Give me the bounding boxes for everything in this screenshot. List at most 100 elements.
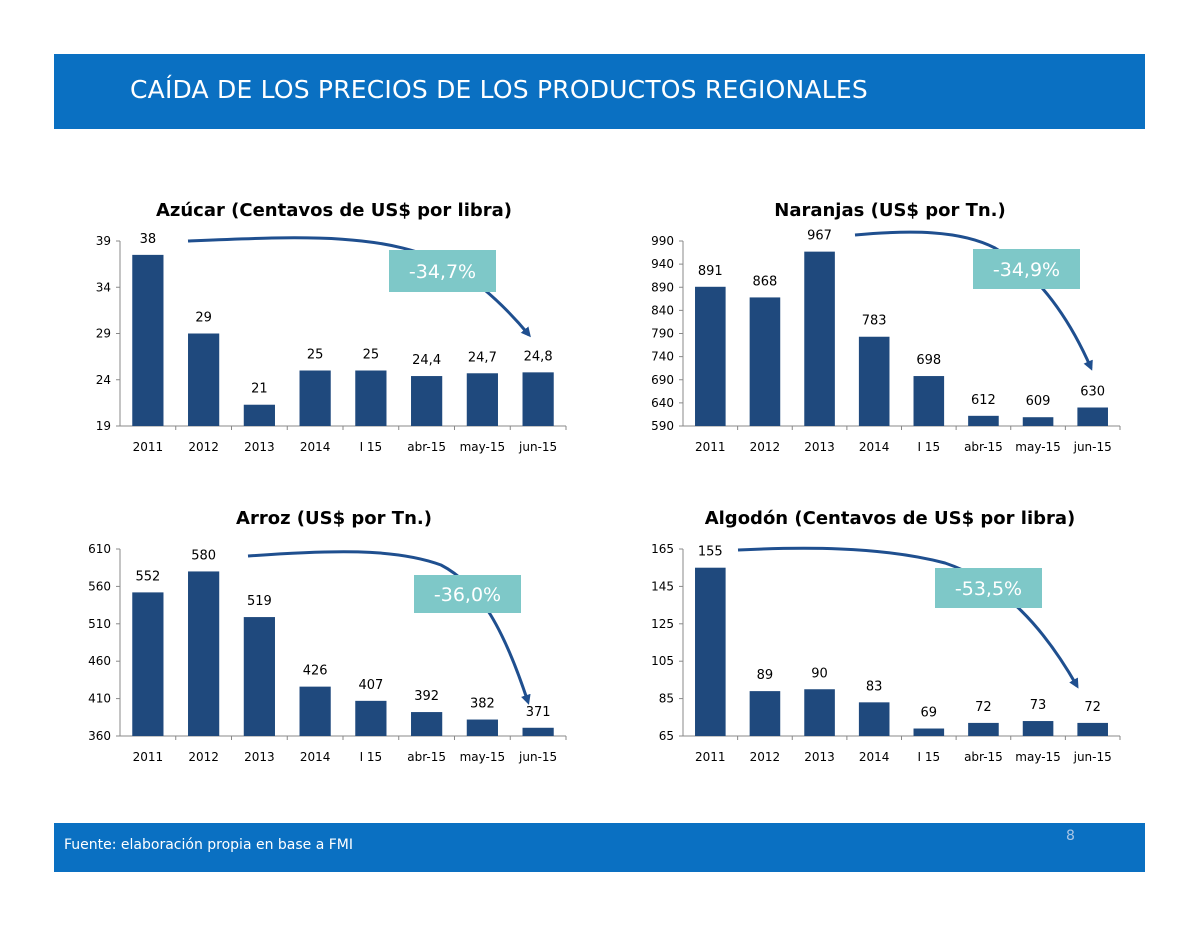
x-tick-label: 2012 — [750, 440, 781, 454]
footer-bar: Fuente: elaboración propia en base a FMI — [54, 823, 1145, 872]
y-tick-label: 560 — [88, 579, 111, 593]
bar — [804, 251, 835, 426]
data-label: 155 — [698, 545, 723, 560]
data-label: 868 — [753, 274, 778, 289]
source-note: Fuente: elaboración propia en base a FMI — [64, 837, 354, 853]
x-tick-label: 2014 — [859, 750, 890, 764]
data-label: 519 — [247, 594, 272, 609]
chart-title: Azúcar (Centavos de US$ por libra) — [156, 200, 512, 221]
x-tick-label: 2011 — [133, 750, 164, 764]
data-label: 24,7 — [468, 350, 497, 365]
y-tick-label: 24 — [96, 373, 111, 387]
data-label: 630 — [1080, 385, 1105, 400]
bar — [466, 719, 498, 736]
change-badge — [935, 568, 1042, 608]
title-bar: CAÍDA DE LOS PRECIOS DE LOS PRODUCTOS RE… — [54, 54, 1145, 129]
bar — [243, 617, 275, 736]
y-tick-label: 740 — [651, 350, 674, 364]
data-label: 24,8 — [524, 349, 553, 364]
bar — [1022, 721, 1054, 736]
x-tick-label: abr-15 — [964, 750, 1003, 764]
y-tick-label: 19 — [96, 419, 111, 433]
bar — [749, 297, 781, 426]
y-tick-label: 590 — [651, 419, 674, 433]
data-label: 83 — [866, 679, 883, 694]
data-label: 25 — [307, 348, 324, 363]
x-tick-label: may-15 — [1015, 440, 1061, 454]
bar — [968, 415, 999, 426]
x-tick-label: abr-15 — [407, 440, 446, 454]
change-badge — [973, 249, 1080, 289]
change-badge — [389, 250, 496, 292]
chart-title: Naranjas (US$ por Tn.) — [774, 200, 1006, 221]
chart-title: Arroz (US$ por Tn.) — [236, 508, 432, 529]
data-label: 783 — [862, 314, 887, 329]
y-tick-label: 840 — [651, 303, 674, 317]
bar — [1077, 407, 1108, 426]
page-title: CAÍDA DE LOS PRECIOS DE LOS PRODUCTOS RE… — [130, 75, 868, 104]
data-label: 407 — [358, 678, 383, 693]
x-tick-label: 2012 — [188, 750, 219, 764]
change-badge — [414, 575, 521, 613]
bar — [132, 254, 164, 426]
trend-arrow — [737, 546, 1079, 689]
data-label: 967 — [807, 229, 832, 244]
bar — [522, 372, 554, 426]
data-label: 552 — [135, 569, 160, 584]
y-tick-label: 410 — [88, 692, 111, 706]
x-tick-label: 2011 — [695, 750, 726, 764]
x-tick-label: I 15 — [360, 750, 383, 764]
data-label: 609 — [1026, 394, 1051, 409]
x-tick-label: I 15 — [360, 440, 383, 454]
y-tick-label: 510 — [88, 617, 111, 631]
y-tick-label: 790 — [651, 327, 674, 341]
x-tick-label: 2013 — [244, 440, 275, 454]
chart-2: Naranjas (US$ por Tn.) 990 940 890 840 790 740… — [651, 200, 1121, 454]
bar — [522, 727, 554, 736]
data-label: 382 — [470, 697, 495, 712]
x-tick-label: I 15 — [918, 750, 941, 764]
bar — [466, 373, 498, 426]
bar — [411, 376, 443, 426]
bar — [355, 370, 387, 426]
y-tick-label: 39 — [96, 234, 111, 248]
data-label: 38 — [140, 232, 157, 247]
bar — [695, 567, 726, 736]
x-tick-label: abr-15 — [964, 440, 1003, 454]
x-tick-label: abr-15 — [407, 750, 446, 764]
page-number: 8 — [1066, 828, 1075, 844]
bar — [243, 404, 275, 426]
data-label: 698 — [916, 353, 941, 368]
x-tick-label: 2012 — [188, 440, 219, 454]
data-label: 891 — [698, 264, 723, 279]
data-label: 69 — [921, 706, 938, 721]
change-label: -34,7% — [409, 261, 476, 283]
x-tick-label: 2013 — [244, 750, 275, 764]
trend-arrow — [854, 230, 1093, 371]
change-label: -36,0% — [434, 584, 501, 606]
x-tick-label: 2014 — [300, 750, 331, 764]
y-tick-label: 940 — [651, 257, 674, 271]
data-label: 29 — [195, 311, 212, 326]
y-tick-label: 29 — [96, 327, 111, 341]
x-tick-label: 2011 — [695, 440, 726, 454]
data-label: 25 — [363, 348, 380, 363]
data-label: 24,4 — [412, 353, 441, 368]
trend-arrow — [247, 550, 531, 705]
bar — [749, 691, 781, 736]
x-tick-label: jun-15 — [518, 750, 557, 764]
x-tick-label: 2014 — [300, 440, 331, 454]
chart-1: Azúcar (Centavos de US$ por libra) 39 34 29… — [96, 200, 567, 454]
bar — [411, 712, 443, 736]
bar — [132, 592, 164, 736]
chart-4: Algodón (Centavos de US$ por libra) 165 14… — [651, 508, 1121, 764]
y-tick-label: 640 — [651, 396, 674, 410]
y-tick-label: 165 — [651, 542, 674, 556]
y-tick-label: 990 — [651, 234, 674, 248]
change-label: -53,5% — [955, 578, 1022, 600]
x-tick-label: may-15 — [460, 750, 506, 764]
data-label: 21 — [251, 382, 268, 397]
x-tick-label: I 15 — [918, 440, 941, 454]
data-label: 580 — [191, 548, 216, 563]
bar — [188, 333, 220, 426]
